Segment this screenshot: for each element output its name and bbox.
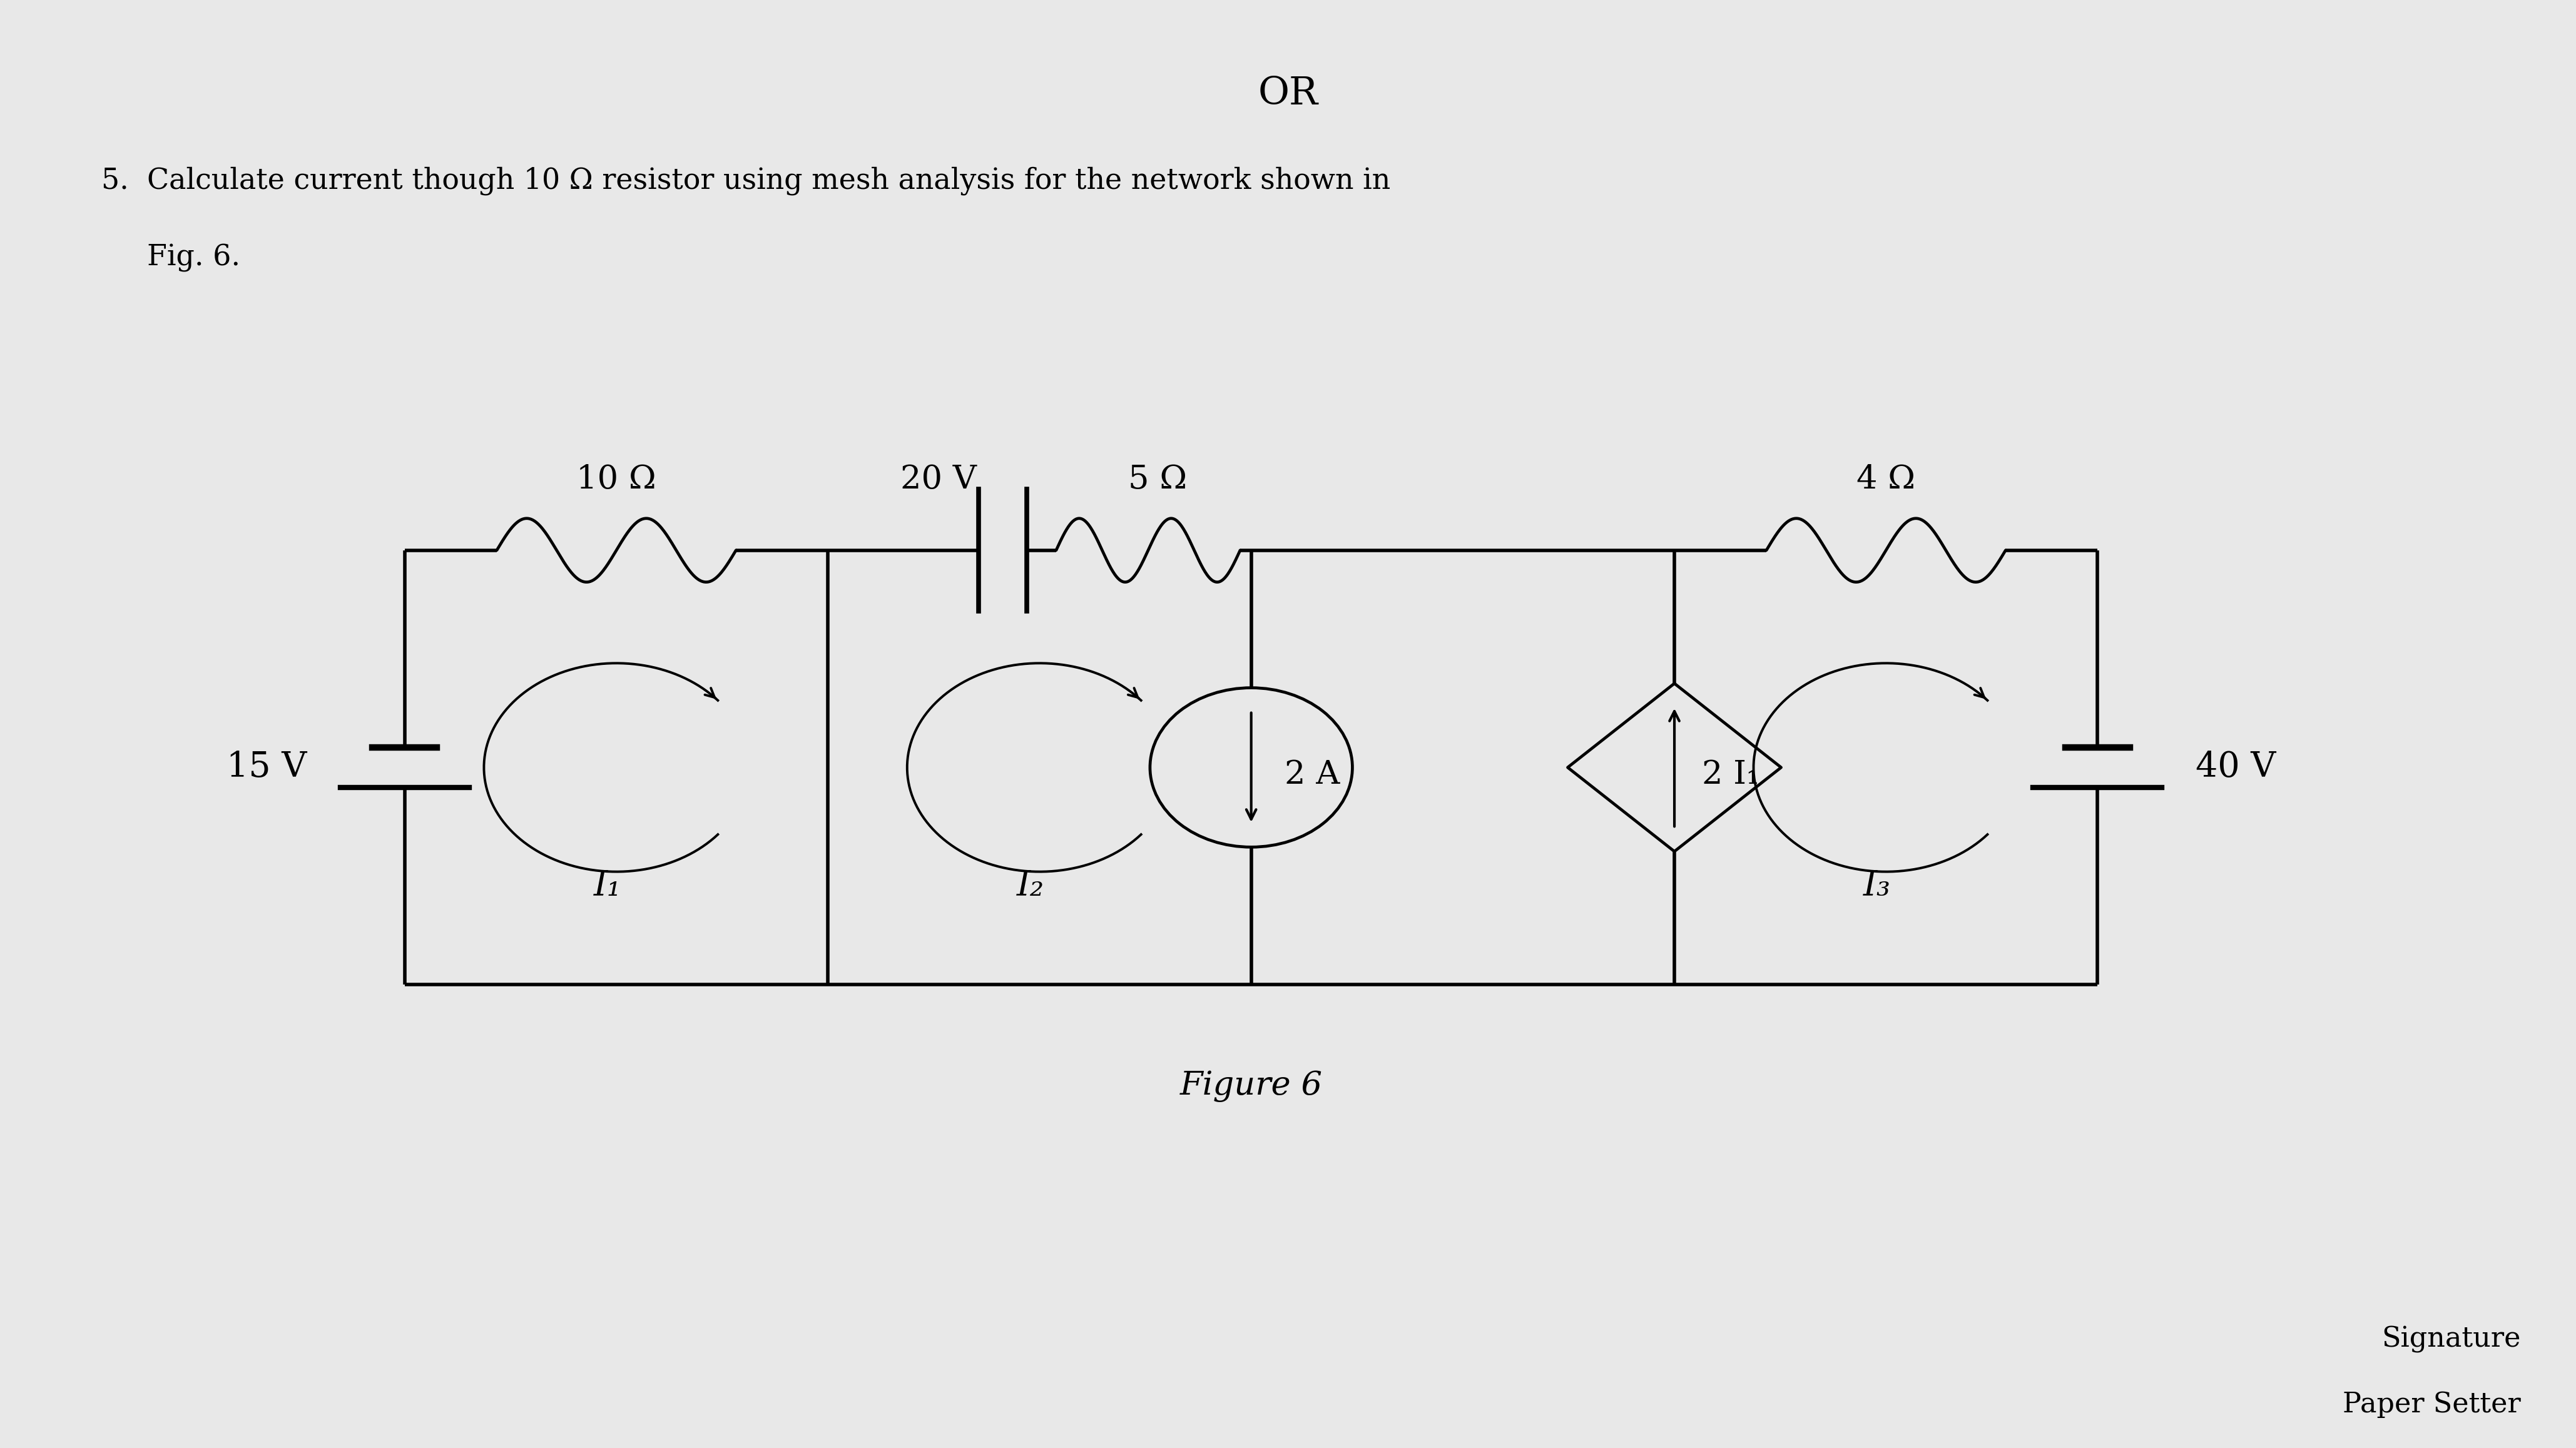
Text: 2 A: 2 A <box>1285 759 1340 791</box>
Text: I₁: I₁ <box>592 869 621 904</box>
Text: 40 V: 40 V <box>2195 750 2275 785</box>
Text: I₃: I₃ <box>1862 869 1891 904</box>
Text: 5 Ω: 5 Ω <box>1128 463 1188 495</box>
Text: Figure 6: Figure 6 <box>1180 1070 1321 1102</box>
Text: Signature: Signature <box>2383 1326 2522 1352</box>
Text: 2 I₁: 2 I₁ <box>1703 759 1759 791</box>
Text: 15 V: 15 V <box>227 750 307 785</box>
Text: 20 V: 20 V <box>899 463 976 495</box>
Text: OR: OR <box>1257 75 1319 113</box>
Text: Fig. 6.: Fig. 6. <box>100 243 240 272</box>
Text: I₂: I₂ <box>1018 869 1043 904</box>
Text: 10 Ω: 10 Ω <box>577 463 657 495</box>
Text: Paper Setter: Paper Setter <box>2342 1392 2522 1418</box>
Text: 5.  Calculate current though 10 Ω resistor using mesh analysis for the network s: 5. Calculate current though 10 Ω resisto… <box>100 167 1391 195</box>
Text: 4 Ω: 4 Ω <box>1857 463 1917 495</box>
